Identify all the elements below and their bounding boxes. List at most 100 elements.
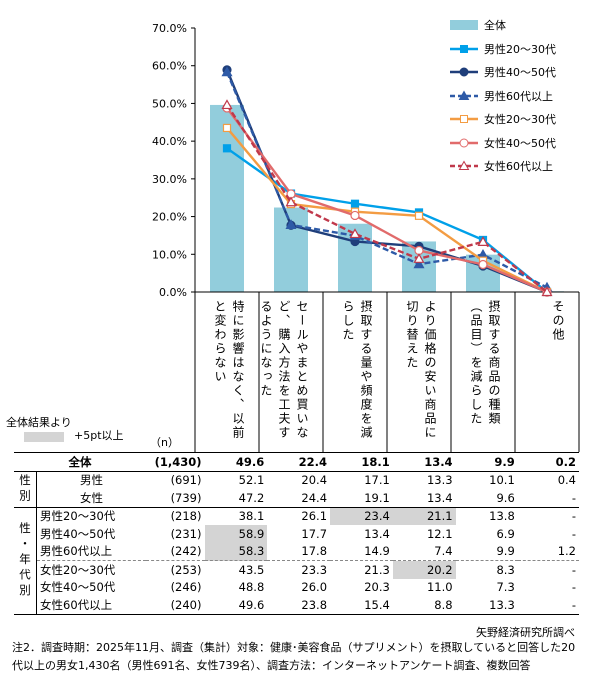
table-n: (242) xyxy=(170,544,202,559)
legend-swatch xyxy=(450,67,478,77)
table-cell: 22.4 xyxy=(267,452,331,472)
table-cell: 17.8 xyxy=(301,544,328,559)
source-text: 矢野経済研究所調べ xyxy=(476,626,575,639)
table-cell: 24.4 xyxy=(301,490,328,505)
table-cell: - xyxy=(571,580,576,595)
table-row-label: 女性20～30代 xyxy=(36,560,146,579)
table-n: (246) xyxy=(170,580,202,595)
table-row: 性・年代別 男性20～30代 (218) 38.1 26.1 23.4 21.1 13.8- xyxy=(14,506,579,614)
key-title: 全体結果より xyxy=(6,416,72,429)
table-cell: 20.4 xyxy=(301,473,328,488)
legend-swatch xyxy=(450,44,478,53)
y-tick-label: 0.0% xyxy=(159,286,187,299)
note-text: 注2．調査時期：2025年11月、調査（集計）対象：健康･美容食品（サプリメント… xyxy=(12,641,576,672)
table-cell: 20.2 xyxy=(392,560,456,579)
category-label: セールやまとめ買いなど、購入方法を工夫するようになった xyxy=(259,300,309,440)
table-row-label: 男性60代以上 xyxy=(40,544,113,559)
table-cell: 48.8 xyxy=(238,580,265,595)
table-group-label: 性別 xyxy=(14,471,37,507)
table-row: 女性40～50代 (246) 48.8 26.0 20.3 11.0 7.3 - xyxy=(14,579,579,597)
table-bottom-rule xyxy=(14,613,579,615)
table-cell: 9.6 xyxy=(496,490,515,505)
table-cell: 0.2 xyxy=(517,452,579,472)
table-cell: 13.8 xyxy=(455,506,518,525)
table-cell: 20.3 xyxy=(364,580,390,595)
table-cell: - xyxy=(571,526,576,541)
table-n: (739) xyxy=(170,490,202,505)
category-label: その他 xyxy=(551,300,565,342)
table-cell: 47.2 xyxy=(238,490,265,505)
y-tick-label: 30.0% xyxy=(152,173,187,186)
category-label: 特に影響はなく、以前と変わらない xyxy=(213,300,245,440)
point-marker xyxy=(350,210,360,221)
point-marker xyxy=(222,144,232,153)
series-line xyxy=(225,104,548,293)
series-line xyxy=(226,147,548,293)
table-group-label: 性・年代別 xyxy=(14,506,37,614)
key-swatch xyxy=(24,432,64,442)
y-tick-label: 40.0% xyxy=(152,135,187,148)
legend-item: 男性20～30代 xyxy=(448,38,588,62)
table-cell: 26.0 xyxy=(301,580,328,595)
table-cell: 17.7 xyxy=(301,526,328,541)
table-cell: 13.4 xyxy=(392,452,456,472)
point-marker xyxy=(413,253,425,263)
y-tick-label: 50.0% xyxy=(152,97,187,110)
point-marker xyxy=(478,259,488,270)
table-cell: - xyxy=(517,560,579,579)
y-tick-label: 70.0% xyxy=(152,22,187,35)
table-n: (218) xyxy=(145,506,205,525)
key-label: +5pt以上 xyxy=(74,429,124,442)
series-line xyxy=(226,107,548,294)
table-row: 性別 男性 (691) 52.1 20.4 17.1 13.3 10.1 0.4 xyxy=(14,471,579,507)
table-cell: 1.2 xyxy=(557,544,576,559)
table-cell: 43.5 xyxy=(204,560,268,579)
point-marker xyxy=(349,228,361,239)
table-cell: 17.1 xyxy=(364,473,390,488)
legend-swatch xyxy=(450,89,478,100)
table-cell: 8.8 xyxy=(434,597,453,612)
table-cell: 18.1 xyxy=(330,452,393,472)
table-row: 男性40～50代 (231) 58.9 17.7 13.4 12.1 6.9 - xyxy=(14,525,579,543)
table-row-label: 全体 xyxy=(14,452,146,472)
bar-overall xyxy=(210,104,244,293)
chart-area: 0.0% 10.0% 20.0% 30.0% 40.0% 50.0% 60.0% 70.0% xyxy=(152,22,580,452)
y-tick-label: 60.0% xyxy=(152,60,187,73)
table-row-label: 女性60代以上 xyxy=(40,597,113,612)
table-cell: 9.9 xyxy=(455,452,518,472)
legend-item: 男性40～50代 xyxy=(448,61,588,85)
legend-item: 女性40～50代 xyxy=(448,132,588,156)
table-cell: - xyxy=(517,506,579,525)
table-row: 女性60代以上 (240) 49.6 23.8 15.4 8.8 13.3 - xyxy=(14,596,579,614)
table-n: (231) xyxy=(170,526,202,541)
legend-swatch xyxy=(450,20,478,30)
table-cell: 8.3 xyxy=(455,560,518,579)
table-cell: 12.1 xyxy=(426,526,453,541)
table-cell: 11.0 xyxy=(426,580,453,595)
table-cell: 49.6 xyxy=(204,452,268,472)
table-n: (253) xyxy=(145,560,205,579)
legend-label: 女性20～30代 xyxy=(484,113,556,126)
table-cell: 9.9 xyxy=(496,544,515,559)
point-marker xyxy=(285,196,297,207)
legend-swatch xyxy=(450,115,478,123)
table-cell: 38.1 xyxy=(204,506,268,525)
point-marker xyxy=(414,211,424,220)
table-cell: 21.3 xyxy=(330,560,393,579)
table-row-label: 女性 xyxy=(79,490,103,505)
table-cell: 14.9 xyxy=(364,544,390,559)
category-label: より価格の安い商品に切り替えた xyxy=(405,300,437,440)
n-header: （n） xyxy=(150,436,179,449)
table-cell: - xyxy=(571,490,576,505)
table-cell: 7.4 xyxy=(434,544,453,559)
legend: 全体 男性20～30代 男性40～50代 男性60代以上 女性20～30代 女性40～50… xyxy=(448,14,588,179)
table-cell: 6.9 xyxy=(496,526,515,541)
legend-label: 男性60代以上 xyxy=(484,89,553,103)
table-n: (1,430) xyxy=(145,452,205,472)
legend-item: 男性60代以上 xyxy=(448,85,588,109)
series-line xyxy=(225,71,548,289)
legend-label: 女性60代以上 xyxy=(484,160,553,173)
table-row-label: 女性40～50代 xyxy=(40,580,116,595)
table-row: 女性20～30代 (253) 43.5 23.3 21.3 20.2 8.3- xyxy=(14,560,579,579)
table-cell: 23.4 xyxy=(330,506,393,525)
